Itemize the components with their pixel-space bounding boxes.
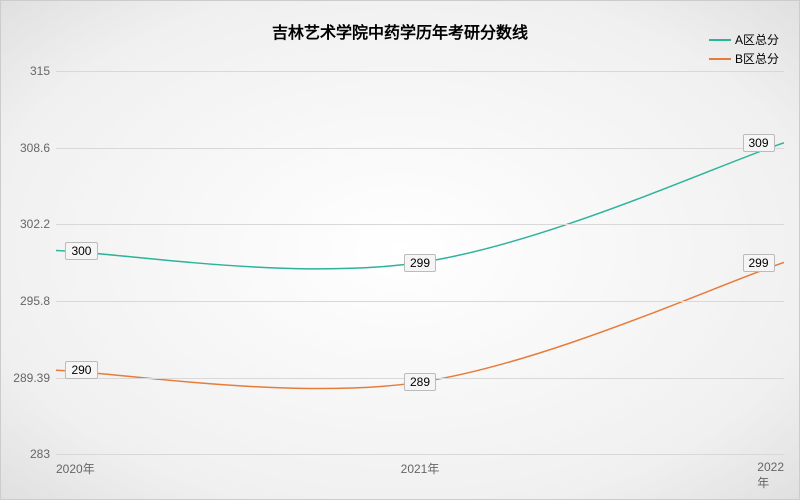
data-label: 299 <box>404 254 436 272</box>
legend-swatch-b <box>709 58 731 60</box>
legend: A区总分 B区总分 <box>709 31 779 69</box>
y-axis-label: 302.2 <box>20 217 50 231</box>
series-line-0 <box>56 143 784 269</box>
y-axis-label: 283 <box>30 447 50 461</box>
data-label: 290 <box>65 361 97 379</box>
data-label: 299 <box>743 254 775 272</box>
y-axis-label: 289.39 <box>13 371 50 385</box>
legend-item-b: B区总分 <box>709 50 779 67</box>
y-axis-label: 295.8 <box>20 294 50 308</box>
grid-line <box>56 71 784 72</box>
grid-line <box>56 224 784 225</box>
x-axis-label: 2021年 <box>401 460 440 477</box>
grid-line <box>56 301 784 302</box>
legend-item-a: A区总分 <box>709 31 779 48</box>
series-line-1 <box>56 263 784 389</box>
y-axis-label: 315 <box>30 64 50 78</box>
grid-line <box>56 454 784 455</box>
legend-label-b: B区总分 <box>735 50 779 67</box>
chart-title: 吉林艺术学院中药学历年考研分数线 <box>272 19 528 43</box>
x-axis-label: 2022年 <box>757 460 784 491</box>
x-axis-label: 2020年 <box>56 460 95 477</box>
chart-container: 吉林艺术学院中药学历年考研分数线 A区总分 B区总分 283289.39295.… <box>0 0 800 500</box>
data-label: 289 <box>404 373 436 391</box>
legend-swatch-a <box>709 39 731 41</box>
plot-area: 283289.39295.8302.2308.63152020年2021年202… <box>56 71 784 454</box>
legend-label-a: A区总分 <box>735 31 779 48</box>
data-label: 309 <box>743 134 775 152</box>
y-axis-label: 308.6 <box>20 141 50 155</box>
data-label: 300 <box>65 242 97 260</box>
grid-line <box>56 148 784 149</box>
